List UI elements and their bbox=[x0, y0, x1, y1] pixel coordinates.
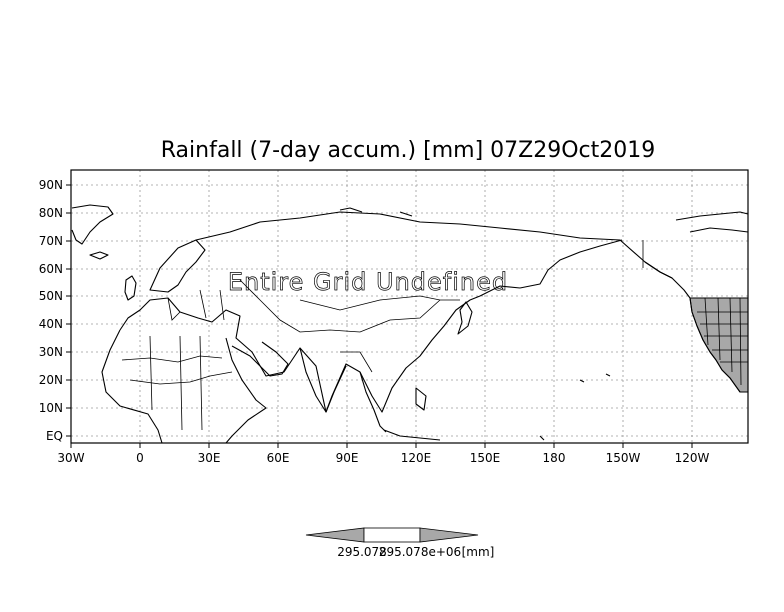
lat-label: 60N bbox=[39, 262, 63, 276]
longitude-gridlines bbox=[139, 170, 693, 443]
coastlines bbox=[71, 204, 749, 444]
grid-undefined-message: Entire Grid Undefined bbox=[228, 268, 508, 296]
lat-label: 70N bbox=[39, 234, 63, 248]
colorbar-units: [mm] bbox=[462, 545, 495, 559]
lat-label: 80N bbox=[39, 206, 63, 220]
lat-label: EQ bbox=[46, 429, 63, 443]
lat-label: 40N bbox=[39, 317, 63, 331]
map-title: Rainfall (7-day accum.) [mm] 07Z29Oct201… bbox=[161, 138, 655, 163]
lon-label: 120E bbox=[401, 451, 432, 465]
lat-label: 50N bbox=[39, 289, 63, 303]
colorbar-left-arrow bbox=[305, 527, 365, 543]
us-state-borders bbox=[697, 297, 748, 386]
country-borders bbox=[121, 240, 644, 431]
map-area: Entire Grid Undefined bbox=[66, 169, 749, 448]
colorbar-center-box bbox=[363, 527, 421, 543]
lon-label: 150W bbox=[606, 451, 641, 465]
colorbar-label-mid: 295.078e+06 bbox=[379, 545, 461, 559]
lon-label: 90E bbox=[336, 451, 359, 465]
lon-label: 120W bbox=[675, 451, 710, 465]
colorbar-label-left: 295.078 bbox=[337, 545, 387, 559]
lon-label: 30E bbox=[198, 451, 221, 465]
lat-label: 20N bbox=[39, 373, 63, 387]
lat-label: 30N bbox=[39, 345, 63, 359]
lon-label: 180 bbox=[543, 451, 566, 465]
lon-label: 30W bbox=[57, 451, 84, 465]
lon-label: 0 bbox=[136, 451, 144, 465]
colorbar-right-arrow bbox=[419, 527, 479, 543]
lon-label: 60E bbox=[267, 451, 290, 465]
longitude-labels: 30W 0 30E 60E 90E 120E 150E 180 150W 120… bbox=[57, 451, 709, 465]
latitude-labels: 90N 80N 70N 60N 50N 40N 30N 20N 10N EQ bbox=[39, 178, 63, 443]
lon-label: 150E bbox=[470, 451, 501, 465]
lat-label: 90N bbox=[39, 178, 63, 192]
lat-label: 10N bbox=[39, 401, 63, 415]
colorbar: 295.078 295.078e+06 [mm] bbox=[305, 527, 495, 559]
